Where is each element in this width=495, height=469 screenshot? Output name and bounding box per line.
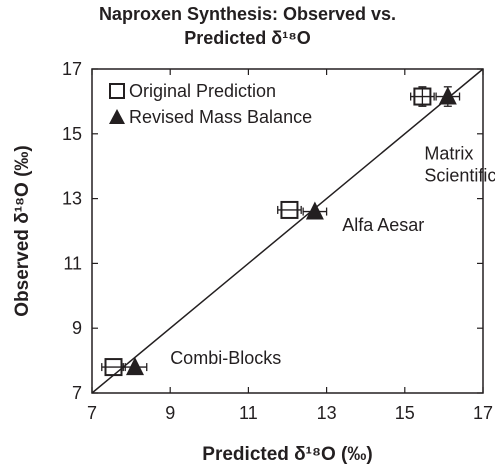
data-point-original-prediction xyxy=(104,358,123,377)
data-point-revised-mass-balance xyxy=(305,201,324,220)
x-tick-label: 13 xyxy=(317,403,337,423)
data-point-revised-mass-balance xyxy=(438,86,457,105)
point-annotation: Scientific xyxy=(424,166,495,186)
point-annotation: Matrix xyxy=(424,144,473,164)
one-to-one-line xyxy=(91,68,484,394)
x-tick-label: 11 xyxy=(239,403,258,423)
y-tick-label: 11 xyxy=(63,253,82,273)
chart-title-line2: Predicted δ¹⁸O xyxy=(184,28,311,48)
data-point-original-prediction xyxy=(280,200,299,219)
legend-label: Revised Mass Balance xyxy=(129,107,312,127)
legend-label: Original Prediction xyxy=(129,81,276,101)
x-tick-label: 9 xyxy=(165,403,175,423)
y-tick-label: 15 xyxy=(62,124,82,144)
x-tick-label: 7 xyxy=(87,403,97,423)
legend-marker-filled-triangle xyxy=(109,109,125,124)
y-axis-label: Observed δ¹⁸O (‰) xyxy=(12,145,33,316)
legend-marker-open-square xyxy=(109,83,125,99)
point-annotation: Alfa Aesar xyxy=(342,215,424,235)
plot-frame xyxy=(91,68,484,394)
x-axis-label: Predicted δ¹⁸O (‰) xyxy=(202,444,372,465)
point-annotation: Combi-Blocks xyxy=(170,348,281,368)
y-tick-label: 7 xyxy=(72,383,82,403)
data-point-original-prediction xyxy=(413,87,432,106)
y-tick-label: 17 xyxy=(62,59,82,79)
chart-title-line1: Naproxen Synthesis: Observed vs. xyxy=(98,4,397,24)
y-tick-label: 9 xyxy=(72,318,82,338)
y-tick-label: 13 xyxy=(62,189,82,209)
x-tick-label: 17 xyxy=(473,403,493,423)
x-tick-label: 15 xyxy=(395,403,415,423)
data-point-revised-mass-balance xyxy=(126,357,145,376)
